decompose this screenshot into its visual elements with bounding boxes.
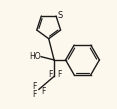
Text: F: F — [48, 70, 53, 79]
Text: HO: HO — [29, 52, 40, 61]
Text: F: F — [32, 90, 37, 99]
Text: F: F — [41, 87, 45, 96]
Text: S: S — [57, 11, 63, 20]
Text: F: F — [57, 70, 61, 79]
Text: F: F — [32, 82, 37, 91]
